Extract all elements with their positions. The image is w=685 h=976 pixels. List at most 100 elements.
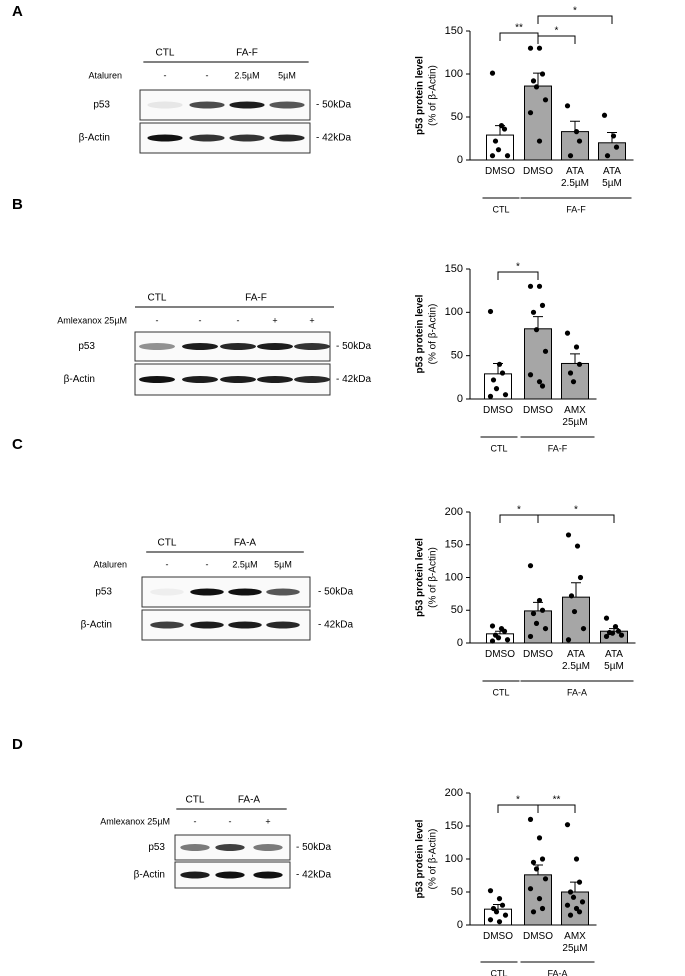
blot-group-label: FA-F (236, 48, 258, 59)
y-tick-label: 0 (457, 919, 463, 931)
data-point (530, 78, 537, 84)
data-point (613, 144, 620, 150)
data-point (527, 45, 534, 51)
data-point (492, 138, 499, 144)
error-bar (533, 316, 543, 329)
x-tick-label: AMX 25µM (562, 405, 588, 428)
y-axis-subtitle: (% of β-Actin) (428, 65, 439, 126)
blot-row-label: β-Actin (64, 374, 95, 385)
data-point (610, 133, 617, 139)
significance-bracket (537, 15, 613, 24)
x-tick-label: DMSO (485, 649, 515, 660)
panel-label: D (12, 736, 23, 753)
y-tick-label: 200 (445, 787, 463, 799)
data-point (489, 70, 496, 76)
data-point (571, 608, 578, 615)
data-point (533, 327, 540, 333)
lane-label: - (194, 816, 197, 826)
data-point (536, 45, 543, 51)
data-point (504, 637, 511, 643)
data-point (577, 574, 584, 581)
data-point (568, 593, 575, 599)
data-point (603, 633, 610, 640)
data-point (487, 888, 494, 894)
significance-bracket (537, 35, 576, 44)
lane-label: - (237, 315, 240, 325)
data-point (570, 894, 577, 900)
group-label: FA-F (548, 443, 568, 453)
data-point (567, 889, 574, 895)
blot-band (190, 621, 224, 629)
data-point (487, 393, 494, 399)
data-point (573, 344, 580, 350)
data-point (527, 563, 534, 569)
significance-label: ** (553, 795, 561, 806)
data-point (542, 97, 549, 103)
blot-band (257, 343, 293, 350)
data-point (536, 835, 543, 841)
data-point (565, 532, 572, 538)
data-point (489, 153, 496, 159)
data-point (501, 628, 508, 634)
lane-label: 2.5µM (234, 70, 259, 80)
kda-marker: - 50kDa (316, 100, 351, 111)
y-tick-label: 150 (445, 820, 463, 832)
blot-band (269, 101, 305, 109)
data-point (527, 816, 534, 823)
data-point (580, 625, 587, 632)
lane-label: - (166, 559, 169, 569)
data-point (573, 905, 580, 912)
panel-label: A (12, 3, 23, 20)
data-point (612, 624, 619, 630)
blot-row-label: β-Actin (81, 620, 112, 631)
data-point (533, 84, 540, 90)
y-tick-label: 150 (445, 263, 463, 275)
data-point (530, 859, 537, 865)
blot-band (266, 588, 300, 596)
data-point (536, 896, 543, 902)
data-point (496, 896, 503, 902)
blot-group-label: CTL (186, 795, 205, 806)
kda-marker: - 50kDa (318, 587, 353, 598)
data-point (499, 370, 506, 376)
lane-label: 5µM (274, 559, 292, 569)
data-point (493, 386, 500, 392)
blot-band (229, 134, 265, 142)
data-point (502, 912, 509, 918)
data-point (564, 902, 571, 908)
data-point (542, 625, 549, 632)
blot-band (220, 376, 256, 383)
significance-bracket (537, 804, 576, 813)
data-point (601, 112, 608, 118)
data-point (527, 110, 534, 116)
y-tick-label: 100 (445, 853, 463, 865)
data-point (565, 637, 572, 643)
lane-label: + (309, 315, 314, 325)
data-point (489, 638, 496, 644)
lane-label: 5µM (278, 70, 296, 80)
data-point (539, 607, 546, 613)
blot-band (150, 621, 184, 629)
blot-treatment: Amlexanox 25µM (100, 816, 170, 826)
x-tick-label: ATA 5µM (604, 649, 624, 672)
data-point (579, 899, 586, 905)
significance-label: * (516, 795, 520, 806)
y-tick-label: 50 (451, 604, 463, 616)
blot-band (182, 343, 218, 350)
group-label: CTL (490, 443, 507, 453)
blot-band (266, 621, 300, 629)
y-tick-label: 150 (445, 539, 463, 551)
blot-band (182, 376, 218, 383)
data-point (542, 348, 549, 354)
bar (598, 142, 626, 161)
blot-band (229, 101, 265, 109)
data-point (527, 886, 534, 892)
lane-label: 2.5µM (232, 559, 257, 569)
y-tick-label: 100 (445, 571, 463, 583)
x-tick-label: AMX 25µM (562, 931, 588, 954)
blot-band (189, 134, 225, 142)
y-axis-subtitle: (% of β-Actin) (428, 829, 439, 890)
significance-label: * (555, 26, 559, 37)
blot-band (220, 343, 256, 350)
